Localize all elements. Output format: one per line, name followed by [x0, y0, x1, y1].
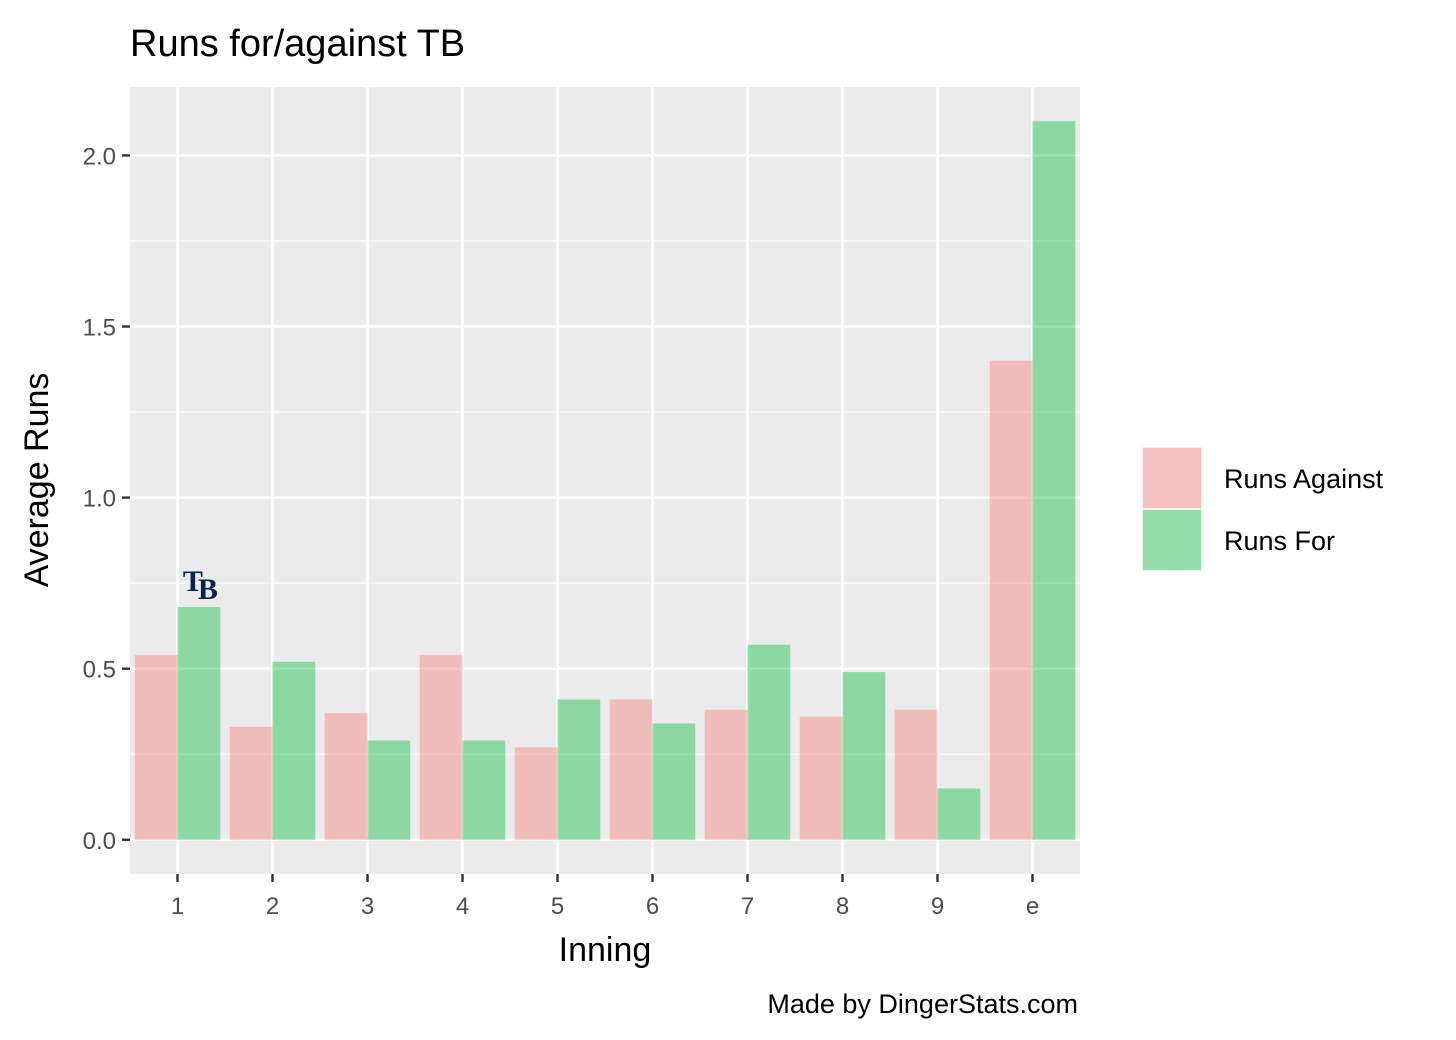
bar-runs-against-4 [419, 655, 463, 840]
chart-title: Runs for/against TB [130, 23, 465, 65]
bar-runs-against-9 [894, 709, 938, 840]
tb-logo: TB [183, 565, 218, 606]
legend-label-runs-for: Runs For [1224, 526, 1335, 556]
x-tick-label: 3 [361, 893, 374, 920]
bar-runs-against-5 [514, 747, 558, 840]
y-tick-label: 2.0 [83, 143, 116, 170]
bar-runs-for-1 [177, 607, 221, 840]
x-tick-label: 7 [741, 893, 754, 920]
legend-key-bg [1142, 447, 1202, 509]
bar-runs-for-e [1032, 121, 1076, 840]
x-tick-label: 5 [551, 893, 564, 920]
x-axis-ticks: 1 2 3 4 5 6 7 8 9 e [171, 874, 1039, 920]
bar-runs-against-6 [609, 699, 653, 840]
bar-runs-for-4 [462, 740, 506, 840]
bar-runs-for-8 [842, 672, 886, 840]
bar-runs-against-2 [229, 726, 273, 840]
y-tick-label: 1.0 [83, 486, 116, 513]
bar-runs-for-7 [747, 644, 791, 840]
legend-label-runs-against: Runs Against [1224, 464, 1384, 494]
x-tick-label: 8 [836, 893, 849, 920]
x-axis-title: Inning [559, 931, 652, 969]
x-tick-label: 1 [171, 893, 184, 920]
bar-runs-for-6 [652, 723, 696, 840]
x-tick-label: 6 [646, 893, 659, 920]
bar-runs-against-1 [134, 655, 178, 840]
plot-panel [130, 87, 1080, 874]
y-tick-label: 0.5 [83, 657, 116, 684]
bar-runs-against-8 [799, 716, 843, 840]
y-tick-label: 1.5 [83, 315, 116, 342]
legend: Runs Against Runs For [1142, 447, 1384, 571]
bar-runs-for-9 [937, 788, 981, 840]
y-axis-ticks: 0.0 0.5 1.0 1.5 2.0 [83, 143, 130, 855]
y-axis-title: Average Runs [18, 373, 56, 588]
legend-swatch-runs-against [1143, 448, 1201, 508]
x-tick-label: e [1026, 893, 1039, 920]
y-tick-label: 0.0 [83, 828, 116, 855]
bar-runs-for-5 [557, 699, 601, 840]
bar-runs-against-7 [704, 709, 748, 840]
major-gridlines [130, 87, 1080, 874]
bar-runs-for-2 [272, 661, 316, 840]
x-tick-label: 4 [456, 893, 469, 920]
tb-logo-t: T [183, 565, 203, 598]
bar-runs-for-3 [367, 740, 411, 840]
chart-caption: Made by DingerStats.com [767, 989, 1078, 1019]
bar-runs-against-e [989, 360, 1033, 840]
minor-gridlines [130, 240, 1080, 755]
bar-runs-against-3 [324, 713, 368, 840]
legend-swatch-runs-for [1143, 510, 1201, 570]
bars [134, 121, 1076, 840]
x-tick-label: 9 [931, 893, 944, 920]
x-tick-label: 2 [266, 893, 279, 920]
legend-key-bg [1142, 509, 1202, 571]
tb-logo-b: B [198, 573, 218, 606]
